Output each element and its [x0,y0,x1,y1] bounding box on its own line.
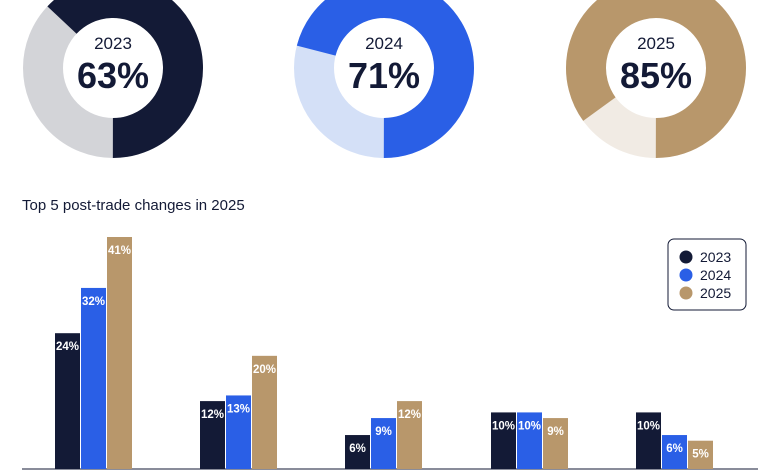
bar-2023 [200,401,225,469]
bar-2025 [688,440,713,469]
donut-percent-label: 63% [77,55,149,96]
donut-year-label: 2023 [94,34,132,53]
donut-2025: 2025 85% [566,0,746,158]
bar-value-label: 12% [398,409,421,421]
bar-2024 [81,287,106,469]
bar-value-label: 13% [227,403,250,415]
bar-value-label: 5% [692,449,709,461]
bar-value-label: 10% [518,420,541,432]
bar-2025 [397,401,422,469]
donut-percent-label: 85% [620,55,692,96]
bar-group-5: 10% 6% 5% [636,412,713,469]
bar-2023 [636,412,661,469]
bar-2025 [107,237,132,469]
bar-2023 [345,435,370,469]
bar-value-label: 9% [547,426,564,438]
bar-value-label: 9% [375,426,392,438]
bar-group-3: 6% 9% 12% [345,401,422,469]
bar-value-label: 32% [82,296,105,308]
bar-value-label: 6% [349,443,366,455]
bar-chart: 24%32%41%12% 13%20%6%9%12%10% 10% 9% 10%6% 5% [22,237,758,470]
bar-2024 [371,418,396,469]
donut-2023: 2023 63% [23,0,203,158]
bar-value-label: 10% [492,420,515,432]
legend-label-2025: 2025 [700,285,731,301]
legend-swatch-2023 [679,250,693,264]
donut-percent-label: 71% [348,55,420,96]
donut-arc [294,0,475,158]
donut-year-label: 2024 [365,34,403,53]
bar-2024 [662,435,687,469]
legend-swatch-2025 [679,286,693,300]
bar-value-label: 41% [108,245,131,257]
bar-value-label: 20% [253,364,276,376]
legend-label-2023: 2023 [700,249,731,265]
donut-charts: 2023 63% 2024 71% 2025 85% [23,0,746,158]
bar-value-label: 6% [666,443,683,455]
bar-2025 [543,418,568,469]
bar-2024 [517,412,542,469]
bar-2023 [491,412,516,469]
donut-year-label: 2025 [637,34,675,53]
chart-title: Top 5 post-trade changes in 2025 [22,197,245,214]
bar-2023 [55,333,80,469]
donut-2024: 2024 71% [294,0,475,158]
bar-2025 [252,355,277,469]
bar-value-label: 24% [56,341,79,353]
bar-value-label: 12% [201,409,224,421]
bar-group-1: 24% 32% 41% [55,237,132,469]
bar-value-label: 10% [637,420,660,432]
chart-legend: 2023 2024 2025 [667,238,747,311]
legend-swatch-2024 [679,268,693,282]
donut-arc [23,0,203,158]
bar-2024 [226,395,251,469]
legend-label-2024: 2024 [700,267,731,283]
bar-group-2: 12% 13% 20% [200,355,277,469]
bar-group-4: 10% 10% 9% [491,412,568,469]
